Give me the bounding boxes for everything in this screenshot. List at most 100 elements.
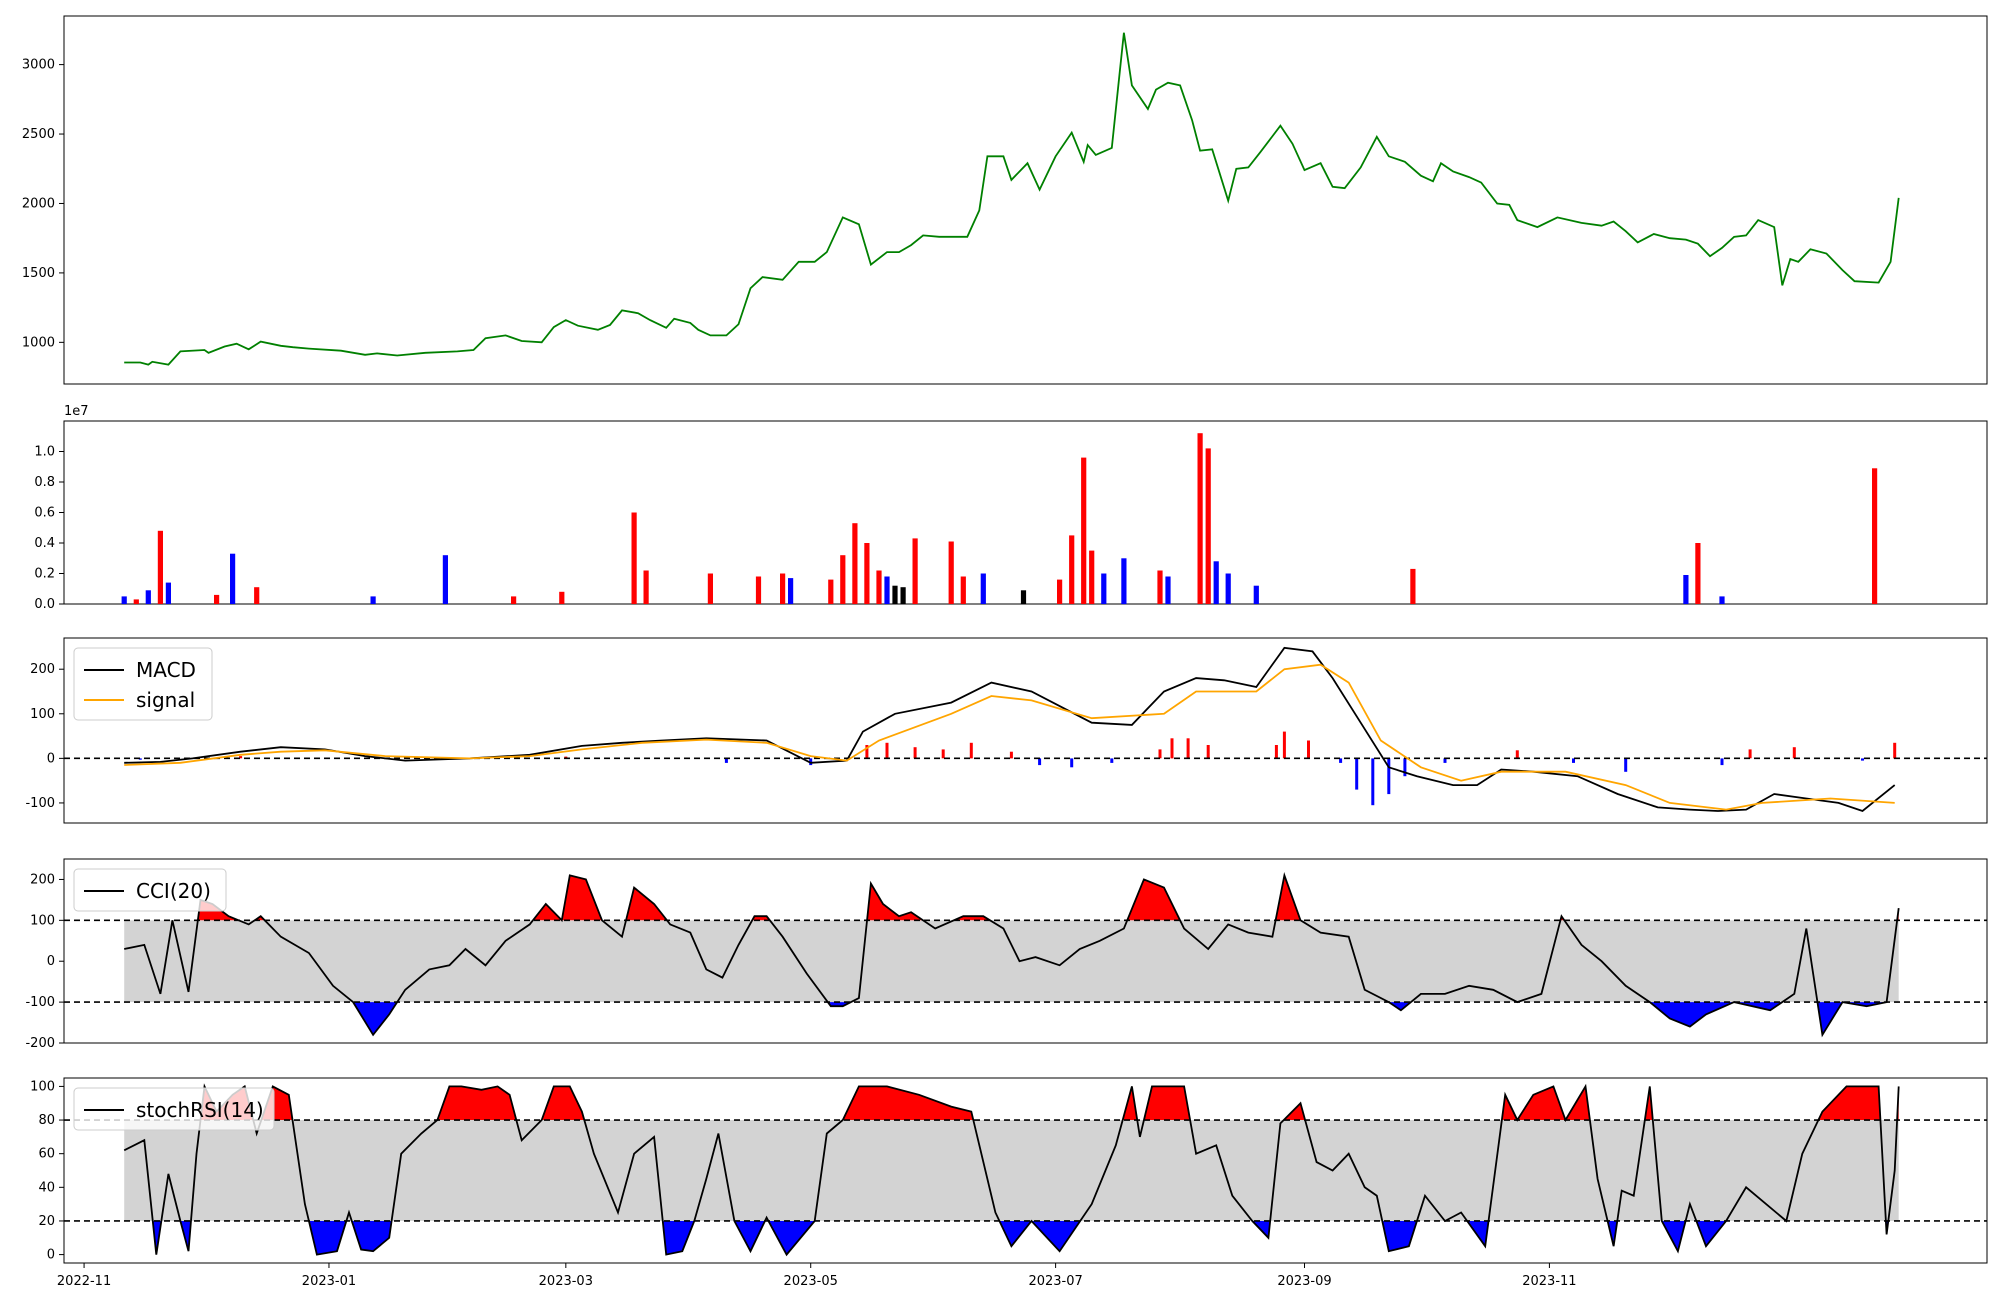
cci-overbought-fill: [532, 904, 562, 921]
volume-bar: [788, 578, 794, 604]
stochrsi-oversold-fill: [1382, 1221, 1417, 1252]
macd-histogram-bar: [1282, 731, 1286, 759]
price-line: [124, 32, 1900, 366]
panel-frame: [63, 637, 1988, 824]
volume-bar: [1872, 468, 1878, 604]
volume-panel: 0.0 0.2 0.4 0.6 0.8 1.0: [34, 420, 1988, 612]
volume-bar: [230, 553, 236, 604]
y-tick-label: -200: [25, 1036, 55, 1051]
macd-histogram-bar: [1515, 750, 1519, 759]
volume-bar: [1410, 568, 1416, 604]
stochrsi-oversold-fill: [734, 1221, 765, 1252]
legend-box: [73, 647, 213, 721]
macd-histogram-bar: [1186, 738, 1190, 759]
legend-box: [73, 868, 227, 912]
macd-histogram-bar: [1387, 758, 1391, 795]
volume-bar: [165, 582, 171, 604]
y-tick-label: 200: [30, 872, 55, 887]
macd-histogram-bar: [239, 756, 243, 759]
x-tick-label: 2023-01: [302, 1274, 356, 1289]
volume-bar: [912, 538, 918, 604]
macd-histogram-bar: [1038, 758, 1042, 766]
volume-bar: [1057, 579, 1063, 604]
y-tick-label: 20: [38, 1214, 55, 1229]
y-tick-label: 200: [30, 662, 55, 677]
y-tick-label: 80: [38, 1113, 55, 1128]
macd-histogram-bar: [1748, 749, 1752, 759]
legend-box: [73, 1087, 275, 1131]
legend-label: MACD: [136, 658, 196, 682]
y-tick-label: 100: [30, 913, 55, 928]
volume-bar: [1695, 543, 1701, 604]
macd-histogram-bar: [1861, 758, 1864, 761]
macd-histogram-bar: [1371, 758, 1375, 806]
macd-histogram-bar: [1110, 758, 1114, 763]
volume-bar: [1020, 590, 1027, 604]
volume-bar: [1069, 535, 1075, 604]
stochrsi-oversold-fill: [351, 1221, 392, 1252]
y-tick-label: 0.4: [34, 536, 55, 551]
x-tick-label: 2023-07: [1028, 1274, 1082, 1289]
macd-histogram-bar: [1009, 751, 1013, 759]
y-tick-label: 0.2: [34, 567, 55, 582]
stochrsi-oversold-fill: [999, 1221, 1032, 1247]
cci-neutral-band: [124, 920, 1899, 1003]
legend-label: stochRSI(14): [136, 1098, 264, 1122]
y-tick-label: 2000: [22, 196, 55, 211]
volume-bar: [1197, 433, 1203, 604]
cci-oversold-fill: [353, 1002, 398, 1035]
volume-bar: [1683, 575, 1689, 604]
stochrsi-oversold-fill: [768, 1221, 815, 1255]
cci-panel: -200 -100 0 100 200 CCI(20): [25, 858, 1988, 1051]
cci-overbought-fill: [752, 916, 770, 921]
macd-histogram-bar: [941, 749, 945, 759]
macd-histogram-bar: [138, 758, 142, 760]
volume-bar: [780, 573, 786, 604]
volume-bar: [133, 599, 139, 604]
cci-oversold-fill: [1649, 1002, 1735, 1027]
macd-histogram-bar: [1274, 745, 1278, 759]
stochrsi-overbought-fill: [1143, 1086, 1191, 1120]
volume-bar: [121, 596, 127, 604]
y-tick-label: 3000: [22, 58, 55, 73]
macd-histogram-bar: [969, 742, 973, 759]
macd-histogram-bar: [564, 756, 568, 759]
legend-label: CCI(20): [136, 879, 211, 903]
stochrsi-overbought-fill: [437, 1086, 517, 1120]
macd-histogram-bar: [1624, 758, 1628, 772]
panel-frame: [63, 15, 1988, 385]
panel-frame: [63, 858, 1988, 1044]
y-tick-label: 0.0: [34, 597, 55, 612]
volume-bar: [828, 579, 834, 604]
x-tick-label: 2023-11: [1522, 1274, 1576, 1289]
volume-bar: [1253, 585, 1259, 604]
volume-bar: [511, 596, 517, 604]
cci-overbought-fill: [867, 883, 924, 921]
cci-line: [124, 872, 1900, 1038]
x-tick-label: 2023-03: [539, 1274, 593, 1289]
volume-bar: [631, 512, 637, 604]
y-tick-label: 0.8: [34, 475, 55, 490]
y-tick-label: 2500: [22, 127, 55, 142]
cci-oversold-fill: [1388, 1002, 1411, 1011]
stochrsi-panel: 0 20 40 60 80 100 stochRSI(14): [30, 1077, 1988, 1264]
y-tick-label: 0: [47, 954, 55, 969]
volume-bar: [1213, 561, 1219, 604]
volume-bar: [442, 555, 448, 604]
cci-overbought-fill: [561, 875, 602, 921]
stochrsi-overbought-fill: [1818, 1086, 1881, 1120]
y-tick-label: 100: [30, 1079, 55, 1094]
volume-bar: [1081, 457, 1087, 604]
stochrsi-overbought-fill: [1122, 1086, 1138, 1120]
macd-histogram-bar: [913, 747, 917, 759]
y-tick-label: 40: [38, 1180, 55, 1195]
volume-bar: [1165, 576, 1171, 604]
macd-histogram-bar: [1792, 747, 1796, 759]
y-tick-label: 60: [38, 1147, 55, 1162]
y-tick-label: 1500: [22, 266, 55, 281]
volume-bar: [864, 543, 870, 604]
y-tick-label: -100: [25, 995, 55, 1010]
volume-bar: [370, 596, 376, 604]
x-tick-label: 2023-05: [784, 1274, 838, 1289]
